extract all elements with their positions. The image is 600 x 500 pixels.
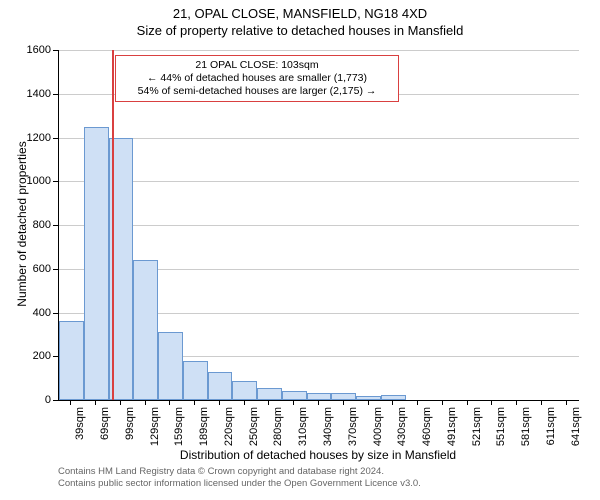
xtick-label: 129sqm — [149, 407, 161, 451]
histogram-bar — [183, 361, 208, 400]
histogram-bar — [257, 388, 282, 400]
xtick — [95, 400, 96, 405]
histogram-bar — [356, 396, 381, 400]
annotation-line: ← 44% of detached houses are smaller (1,… — [122, 72, 392, 85]
annotation-line: 21 OPAL CLOSE: 103sqm — [122, 59, 392, 72]
xtick-label: 99sqm — [124, 407, 136, 451]
histogram-bar — [59, 321, 84, 400]
xtick-label: 220sqm — [223, 407, 235, 451]
annotation-line: 54% of semi-detached houses are larger (… — [122, 85, 392, 98]
ytick-label: 200 — [0, 350, 51, 362]
annotation-box: 21 OPAL CLOSE: 103sqm← 44% of detached h… — [115, 55, 399, 102]
xtick-label: 521sqm — [471, 407, 483, 451]
histogram-bar — [133, 260, 158, 400]
ytick — [53, 400, 58, 401]
y-axis-label: Number of detached properties — [15, 124, 29, 324]
xtick-label: 189sqm — [198, 407, 210, 451]
address-title: 21, OPAL CLOSE, MANSFIELD, NG18 4XD — [0, 0, 600, 21]
xtick — [541, 400, 542, 405]
xtick-label: 400sqm — [372, 407, 384, 451]
xtick-label: 551sqm — [495, 407, 507, 451]
histogram-bar — [307, 393, 332, 400]
xtick — [70, 400, 71, 405]
xtick — [169, 400, 170, 405]
subtitle: Size of property relative to detached ho… — [0, 21, 600, 38]
xtick-label: 250sqm — [248, 407, 260, 451]
plot-area — [58, 50, 579, 401]
xtick — [318, 400, 319, 405]
gridline — [59, 225, 579, 226]
xtick — [566, 400, 567, 405]
xtick-label: 491sqm — [446, 407, 458, 451]
xtick-label: 159sqm — [173, 407, 185, 451]
xtick — [194, 400, 195, 405]
xtick-label: 310sqm — [297, 407, 309, 451]
xtick-label: 641sqm — [570, 407, 582, 451]
histogram-bar — [232, 381, 257, 400]
histogram-bar — [282, 391, 307, 400]
xtick — [145, 400, 146, 405]
xtick — [467, 400, 468, 405]
xtick — [442, 400, 443, 405]
ytick — [53, 225, 58, 226]
ytick-label: 1400 — [0, 88, 51, 100]
xtick-label: 340sqm — [322, 407, 334, 451]
histogram-bar — [331, 393, 356, 400]
ytick — [53, 50, 58, 51]
ytick — [53, 356, 58, 357]
ytick — [53, 94, 58, 95]
xtick-label: 460sqm — [421, 407, 433, 451]
xtick — [219, 400, 220, 405]
footer-line-1: Contains HM Land Registry data © Crown c… — [58, 466, 578, 478]
xtick — [417, 400, 418, 405]
xtick — [343, 400, 344, 405]
property-marker — [112, 50, 114, 400]
xtick — [268, 400, 269, 405]
x-axis-label: Distribution of detached houses by size … — [58, 448, 578, 462]
histogram-bar — [208, 372, 233, 400]
gridline — [59, 138, 579, 139]
xtick-label: 39sqm — [74, 407, 86, 451]
xtick — [491, 400, 492, 405]
xtick — [244, 400, 245, 405]
ytick — [53, 138, 58, 139]
xtick-label: 280sqm — [272, 407, 284, 451]
xtick — [120, 400, 121, 405]
histogram-bar — [84, 127, 109, 400]
xtick-label: 611sqm — [545, 407, 557, 451]
xtick-label: 581sqm — [520, 407, 532, 451]
xtick — [368, 400, 369, 405]
ytick — [53, 269, 58, 270]
xtick — [392, 400, 393, 405]
ytick — [53, 181, 58, 182]
ytick-label: 1600 — [0, 44, 51, 56]
gridline — [59, 181, 579, 182]
ytick-label: 0 — [0, 394, 51, 406]
xtick-label: 69sqm — [99, 407, 111, 451]
xtick — [516, 400, 517, 405]
gridline — [59, 50, 579, 51]
xtick-label: 430sqm — [396, 407, 408, 451]
xtick — [293, 400, 294, 405]
ytick — [53, 313, 58, 314]
histogram-bar — [158, 332, 183, 400]
footer-line-2: Contains public sector information licen… — [58, 478, 578, 490]
footer: Contains HM Land Registry data © Crown c… — [58, 466, 578, 491]
xtick-label: 370sqm — [347, 407, 359, 451]
